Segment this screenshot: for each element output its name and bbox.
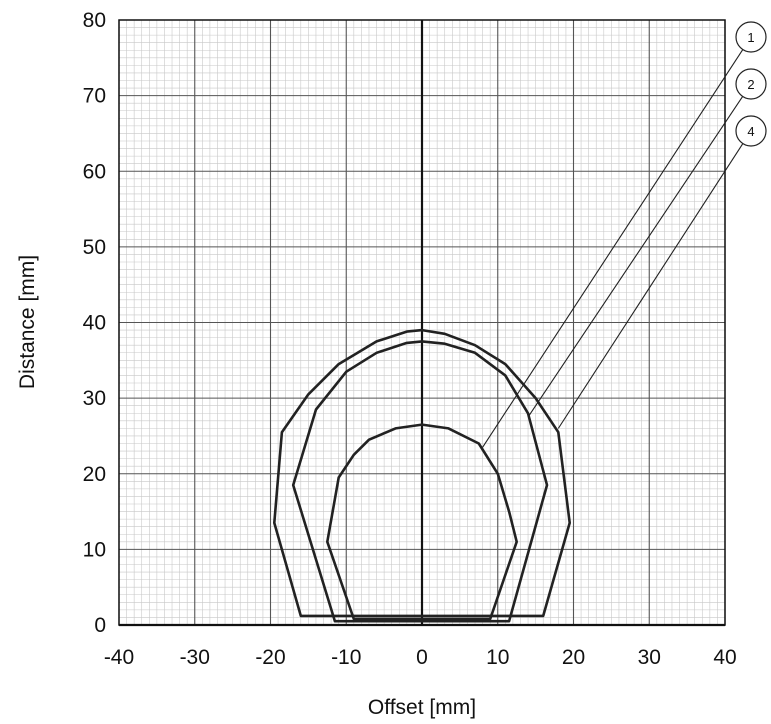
y-tick-label: 60: [83, 160, 106, 183]
series-1-curve: [325, 423, 519, 621]
y-tick-label: 10: [83, 538, 106, 561]
x-tick-label: -20: [255, 646, 285, 669]
x-tick-label: 30: [638, 646, 661, 669]
y-tick-label: 80: [83, 9, 106, 32]
callout-circle-2: [735, 68, 767, 100]
series-4-curve: [272, 328, 572, 618]
x-tick-labels: -40 -30 -20 -10 0 10 20 30 40: [104, 646, 737, 669]
x-tick-label: 40: [713, 646, 736, 669]
x-tick-label: 20: [562, 646, 585, 669]
y-axis-title: Distance [mm]: [16, 255, 39, 389]
x-tick-label: 0: [416, 646, 428, 669]
x-axis-title: Offset [mm]: [368, 696, 476, 719]
callout-label-1: 1: [747, 30, 754, 45]
axes: [118, 19, 726, 627]
x-tick-label: -40: [104, 646, 134, 669]
series-2-curve: [291, 340, 549, 623]
callout-leader-2: [527, 96, 744, 418]
callout-leader-4: [557, 143, 744, 429]
y-tick-label: 30: [83, 387, 106, 410]
y-tick-label: 50: [83, 236, 106, 259]
x-tick-label: -10: [331, 646, 361, 669]
callout-circle-4: [735, 115, 767, 147]
curves: [272, 328, 572, 623]
y-tick-label: 70: [83, 85, 106, 108]
x-tick-label: -30: [180, 646, 210, 669]
callout-leader-1: [482, 49, 744, 448]
callout-label-2: 2: [747, 77, 754, 92]
y-tick-labels: 0 10 20 30 40 50 60 70 80: [83, 9, 106, 637]
callouts: 1 2 4: [482, 21, 767, 448]
y-tick-label: 40: [83, 312, 106, 335]
x-tick-label: 10: [486, 646, 509, 669]
y-tick-label: 0: [94, 614, 106, 637]
callout-circle-1: [735, 21, 767, 53]
callout-label-4: 4: [747, 124, 754, 139]
y-tick-label: 20: [83, 463, 106, 486]
